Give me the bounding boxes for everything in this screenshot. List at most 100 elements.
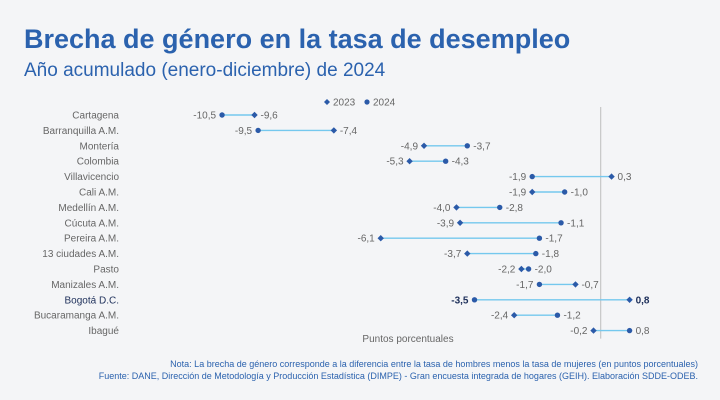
marker-2024 (626, 327, 633, 334)
value-label-2024: -1,1 (567, 218, 585, 229)
marker-2024 (536, 281, 543, 288)
legend-label-2024: 2024 (373, 98, 396, 109)
legend: 2023 2024 (324, 98, 396, 109)
marker-2023 (456, 219, 464, 226)
value-label-2024: -9,5 (235, 126, 253, 137)
chart-row: Cartagena -10,5 -9,6 (72, 111, 278, 122)
value-label-2023: -5,3 (386, 157, 404, 168)
marker-2024 (525, 266, 532, 272)
category-label: Pasto (93, 265, 119, 276)
marker-2023 (590, 327, 597, 334)
value-label-2023: -0,7 (581, 280, 599, 291)
value-label-2024: -1,8 (542, 249, 560, 260)
marker-2024 (536, 235, 543, 241)
value-label-2024: -3,7 (473, 141, 491, 152)
chart-row: Villavicencio -1,9 0,3 (64, 172, 632, 183)
value-label-2024: -10,5 (193, 111, 216, 122)
marker-2023 (453, 204, 460, 211)
chart-row: 13 ciudades A.M. -3,7 -1,8 (42, 249, 559, 260)
category-label: Manizales A.M. (51, 280, 119, 291)
value-label-2023: -3,9 (437, 218, 455, 229)
chart-row: Colombia -5,3 -4,3 (77, 157, 470, 168)
value-label-2023: -2,2 (498, 265, 516, 276)
value-label-2024: -1,0 (571, 188, 589, 199)
chart-row: Bucaramanga A.M. -2,4 -1,2 (34, 311, 581, 322)
marker-2023 (377, 235, 384, 242)
marker-2023 (626, 296, 633, 303)
value-label-2024: -1,7 (516, 280, 534, 291)
category-label: Cali A.M. (79, 188, 119, 199)
value-label-2023: -1,9 (509, 188, 527, 199)
marker-2024 (533, 250, 539, 257)
marker-2024 (255, 127, 261, 134)
value-label-2023: 0,8 (636, 295, 650, 306)
chart-title: Brecha de género en la tasa de desempleo (24, 24, 571, 54)
marker-2023 (608, 173, 615, 180)
footnote: Nota: La brecha de género corresponde a … (170, 359, 698, 369)
legend-marker-2024 (364, 99, 370, 105)
legend-marker-2023 (324, 99, 330, 105)
value-label-2024: -2,0 (535, 265, 553, 276)
category-label: Medellín A.M. (58, 203, 119, 214)
x-axis-label: Puntos porcentuales (362, 334, 453, 345)
legend-label-2023: 2023 (333, 98, 356, 109)
value-label-2023: -7,4 (340, 126, 358, 137)
category-label: Ibagué (88, 326, 119, 337)
marker-2023 (420, 142, 428, 149)
marker-2023 (406, 158, 413, 165)
marker-2023 (529, 188, 536, 196)
chart-row: Manizales A.M. -1,7 -0,7 (51, 280, 599, 291)
value-label-2024: -1,7 (545, 234, 563, 245)
marker-2024 (471, 297, 478, 303)
value-label-2024: -2,8 (506, 203, 524, 214)
category-label: Villavicencio (64, 172, 119, 183)
value-label-2024: -3,5 (451, 295, 469, 306)
category-label: 13 ciudades A.M. (42, 249, 119, 260)
value-label-2024: 0,8 (636, 326, 650, 337)
chart-row: Cali A.M. -1,9 -1,0 (79, 188, 588, 199)
marker-2024 (219, 112, 225, 118)
chart-row: Barranquilla A.M. -9,5 -7,4 (43, 126, 358, 137)
marker-2024 (529, 173, 535, 180)
marker-2023 (464, 250, 471, 257)
source-note: Fuente: DANE, Dirección de Metodología y… (98, 371, 698, 381)
value-label-2023: -0,2 (570, 326, 588, 337)
category-label: Bogotá D.C. (65, 295, 119, 306)
marker-2023 (330, 127, 338, 134)
category-label: Pereira A.M. (64, 234, 119, 245)
chart-row: Montería -4,9 -3,7 (80, 141, 491, 152)
category-label: Montería (80, 141, 120, 152)
value-label-2023: -6,1 (358, 234, 376, 245)
marker-2024 (497, 204, 503, 211)
value-label-2024: -4,3 (452, 157, 470, 168)
value-label-2023: -3,7 (444, 249, 462, 260)
chart-row: Medellín A.M. -4,0 -2,8 (58, 203, 523, 214)
category-label: Bucaramanga A.M. (34, 311, 119, 322)
chart-row: Bogotá D.C. -3,5 0,8 (65, 295, 650, 306)
marker-2024 (442, 158, 449, 164)
category-label: Colombia (77, 157, 120, 168)
marker-2024 (558, 220, 564, 226)
value-label-2023: -9,6 (261, 111, 279, 122)
marker-2023 (518, 265, 525, 273)
marker-2024 (561, 189, 568, 195)
value-label-2023: -4,9 (401, 141, 419, 152)
value-label-2024: -1,2 (563, 311, 581, 322)
chart-row: Cúcuta A.M. -3,9 -1,1 (65, 218, 585, 229)
chart-row: Ibagué -0,2 0,8 (88, 326, 650, 337)
chart-row: Pereira A.M. -6,1 -1,7 (64, 234, 563, 245)
value-label-2023: -4,0 (433, 203, 451, 214)
marker-2023 (510, 312, 518, 319)
value-label-2023: -2,4 (491, 311, 509, 322)
category-label: Cúcuta A.M. (65, 218, 119, 229)
marker-2023 (251, 111, 258, 119)
value-label-2024: -1,9 (509, 172, 527, 183)
chart-row: Pasto -2,2 -2,0 (93, 265, 552, 276)
chart-rows: Cartagena -10,5 -9,6 Barranquilla A.M. -9,5 -… (34, 111, 650, 338)
category-label: Barranquilla A.M. (43, 126, 119, 137)
marker-2024 (554, 312, 561, 318)
chart-subtitle: Año acumulado (enero-diciembre) de 2024 (24, 60, 386, 81)
category-label: Cartagena (72, 111, 119, 122)
marker-2024 (464, 143, 470, 149)
